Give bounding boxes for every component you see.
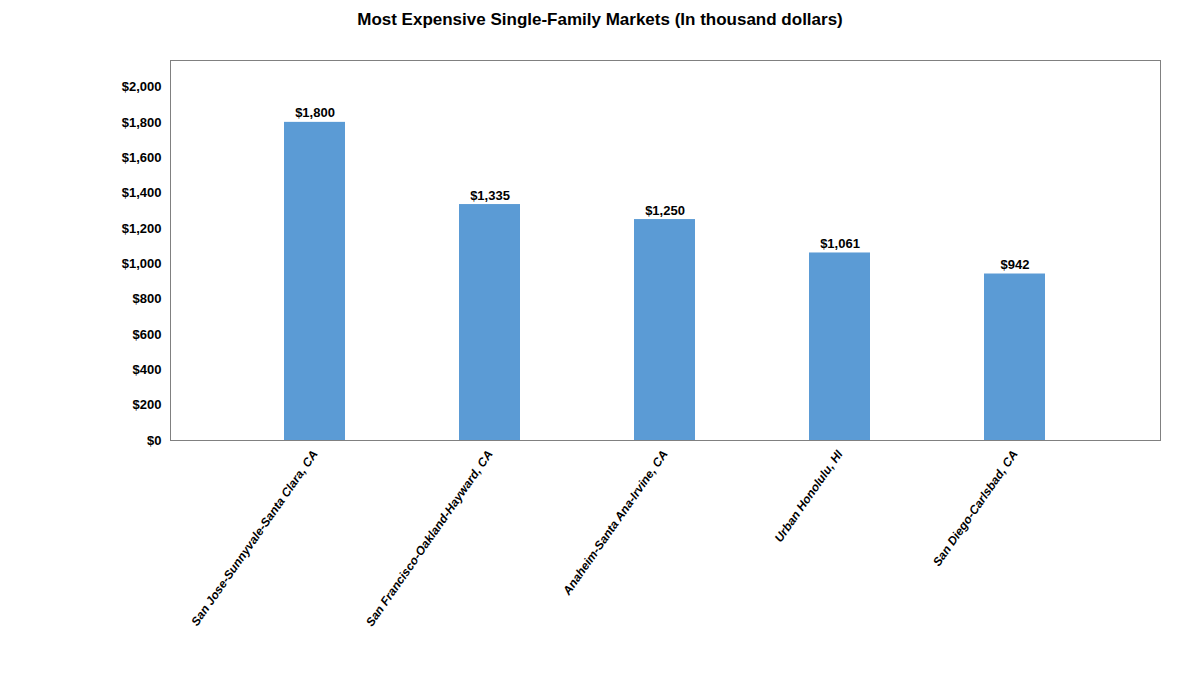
svg-text:$400: $400 — [133, 362, 162, 377]
svg-text:$1,335: $1,335 — [470, 188, 510, 203]
svg-text:$0: $0 — [147, 433, 161, 448]
svg-text:$1,400: $1,400 — [122, 185, 162, 200]
svg-text:Anaheim-Santa Ana-Irvine, CA: Anaheim-Santa Ana-Irvine, CA — [559, 448, 670, 598]
svg-text:$942: $942 — [1001, 257, 1030, 272]
svg-text:$1,000: $1,000 — [122, 256, 162, 271]
svg-text:$200: $200 — [133, 397, 162, 412]
svg-text:$1,200: $1,200 — [122, 221, 162, 236]
svg-text:$1,600: $1,600 — [122, 150, 162, 165]
svg-text:San Diego-Carlsbad, CA: San Diego-Carlsbad, CA — [930, 448, 1021, 569]
svg-text:$1,250: $1,250 — [645, 203, 685, 218]
svg-text:$2,000: $2,000 — [122, 79, 162, 94]
svg-text:$1,800: $1,800 — [295, 105, 335, 120]
svg-text:San Jose-Sunnyvale-Santa Clara: San Jose-Sunnyvale-Santa Clara, CA — [188, 448, 320, 629]
svg-text:$1,061: $1,061 — [820, 236, 860, 251]
svg-text:San Francisco-Oakland-Hayward,: San Francisco-Oakland-Hayward, CA — [363, 448, 496, 629]
html-text:Most Expensive Single-Family M: Most Expensive Single-Family Markets (In… — [357, 10, 843, 29]
svg-text:$600: $600 — [133, 327, 162, 342]
svg-text:$1,800: $1,800 — [122, 115, 162, 130]
svg-text:$800: $800 — [133, 291, 162, 306]
svg-text:Urban Honolulu, HI: Urban Honolulu, HI — [772, 447, 846, 545]
